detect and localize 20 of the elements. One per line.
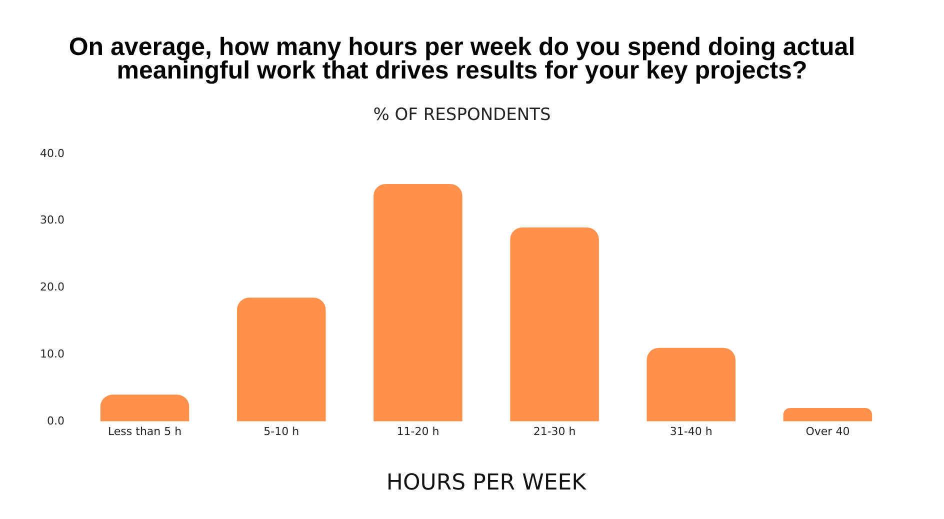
- x-tick-label: Over 40: [806, 424, 850, 438]
- x-tick-label: 5-10 h: [264, 424, 300, 438]
- y-tick-label: 30.0: [40, 214, 64, 227]
- bar: [236, 298, 326, 422]
- x-tick-label: 31-40 h: [670, 424, 712, 438]
- bar: [510, 227, 599, 422]
- x-axis-title: HOURS PER WEEK: [386, 470, 587, 496]
- x-tick-label: 11-20 h: [396, 424, 440, 438]
- y-tick-label: 40.0: [40, 146, 64, 160]
- bar: [646, 348, 736, 422]
- chart-subtitle: % OF RESPONDENTS: [373, 105, 551, 126]
- y-tick-label: 0.0: [46, 414, 64, 428]
- text: On average, how many hours per week do you spend doing actual: [68, 32, 856, 61]
- bar: [100, 394, 190, 422]
- y-tick-label: 20.0: [40, 280, 64, 294]
- bar: [374, 184, 462, 422]
- x-tick-label: Less than 5 h: [108, 424, 182, 438]
- y-tick-label: 10.0: [40, 347, 64, 360]
- x-tick-label: 21-30 h: [533, 424, 576, 438]
- bar: [783, 408, 872, 422]
